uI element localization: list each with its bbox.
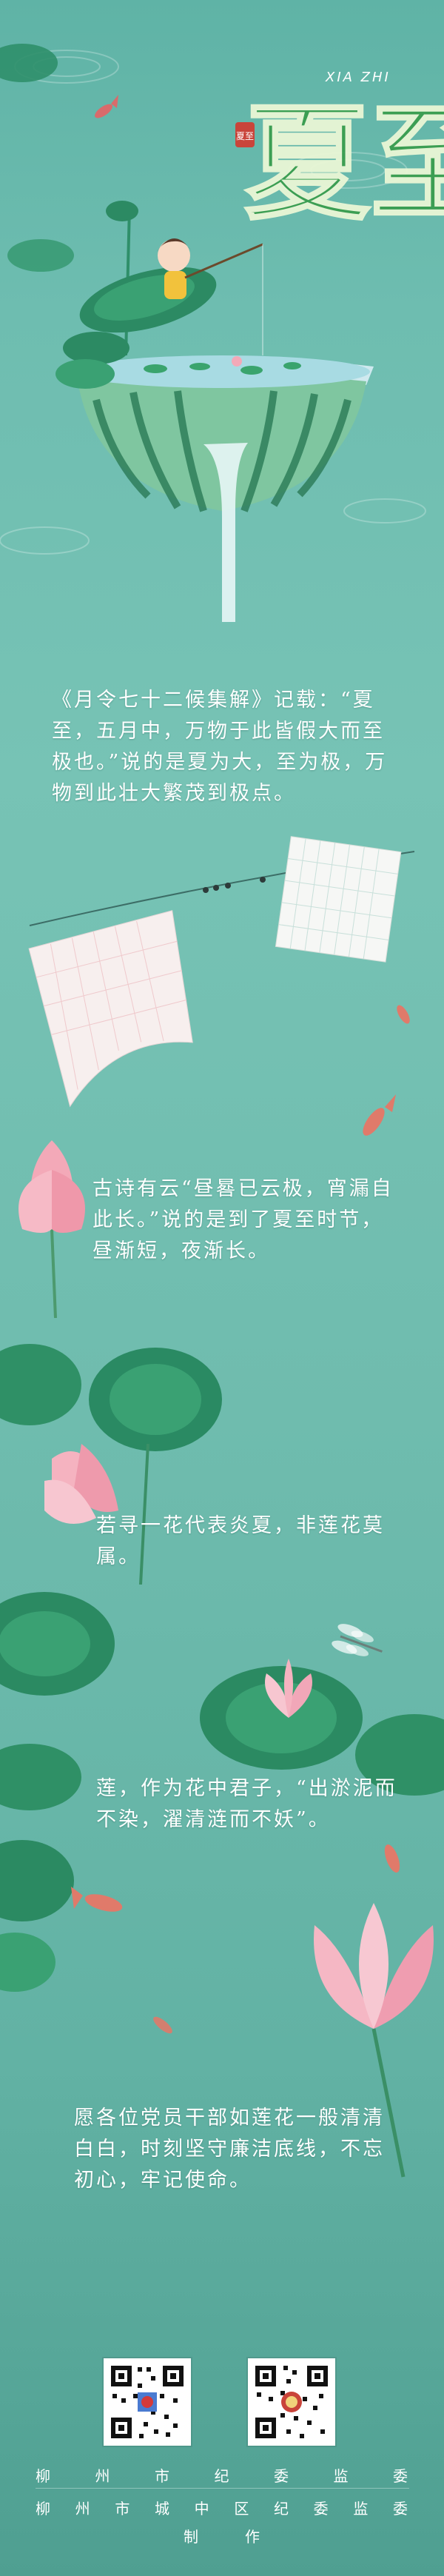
dragonfly-icon — [332, 1624, 383, 1656]
paragraph-1: 《月令七十二候集解》记载：“夏至，五月中，万物于此皆假大而至极也。”说的是夏为大… — [52, 689, 388, 805]
lotus-leaves-group — [0, 1344, 222, 1585]
footer-line-2: 柳州市城中区纪委监委 — [36, 2500, 409, 2518]
page-title: 夏至 — [244, 90, 444, 238]
fish-icon — [95, 95, 118, 118]
fish-icon — [384, 1844, 400, 1873]
watermelon-bowl — [70, 355, 374, 622]
fish-icon — [153, 2016, 172, 2034]
footer-divider — [36, 2488, 409, 2489]
bottom-lotus-group — [0, 1840, 434, 2178]
lotus-flower-icon — [18, 1140, 85, 1318]
fish-icon — [397, 1005, 410, 1024]
lotus-leaf-child — [56, 201, 263, 389]
footer-line-1: 柳州市纪委监委 — [36, 2467, 409, 2485]
header-illustration: 夏至 XIA ZHI 夏至 — [0, 44, 444, 622]
qr-code-icon[interactable] — [248, 2358, 335, 2446]
laundry-illustration — [28, 836, 415, 1136]
svg-text:夏至: 夏至 — [236, 131, 254, 141]
paragraph-4: 莲，作为花中君子，“出淤泥而不染，濯清涟而不妖”。 — [96, 1777, 397, 1831]
leaves-dragonfly-group — [0, 1592, 444, 1810]
paragraph-5: 愿各位党员干部如莲花一般清清白白，时刻坚守廉洁底线，不忘初心，牢记使命。 — [74, 2107, 385, 2192]
fish-icon — [71, 1887, 123, 1912]
paragraph-3: 若寻一花代表炎夏，非莲花莫属。 — [96, 1514, 385, 1568]
title-calligraphy: 夏至 XIA ZHI 夏至 — [235, 70, 444, 239]
paragraph-2: 古诗有云“昼晷已云极，宵漏自此长。”说的是到了夏至时节，昼渐短，夜渐长。 — [92, 1177, 394, 1262]
fish-icon — [363, 1094, 396, 1136]
footer-line-3: 制作 — [184, 2528, 261, 2546]
seal-stamp-icon: 夏至 — [235, 122, 255, 147]
qr-code-icon[interactable] — [104, 2358, 191, 2446]
title-pinyin: XIA ZHI — [325, 70, 391, 85]
